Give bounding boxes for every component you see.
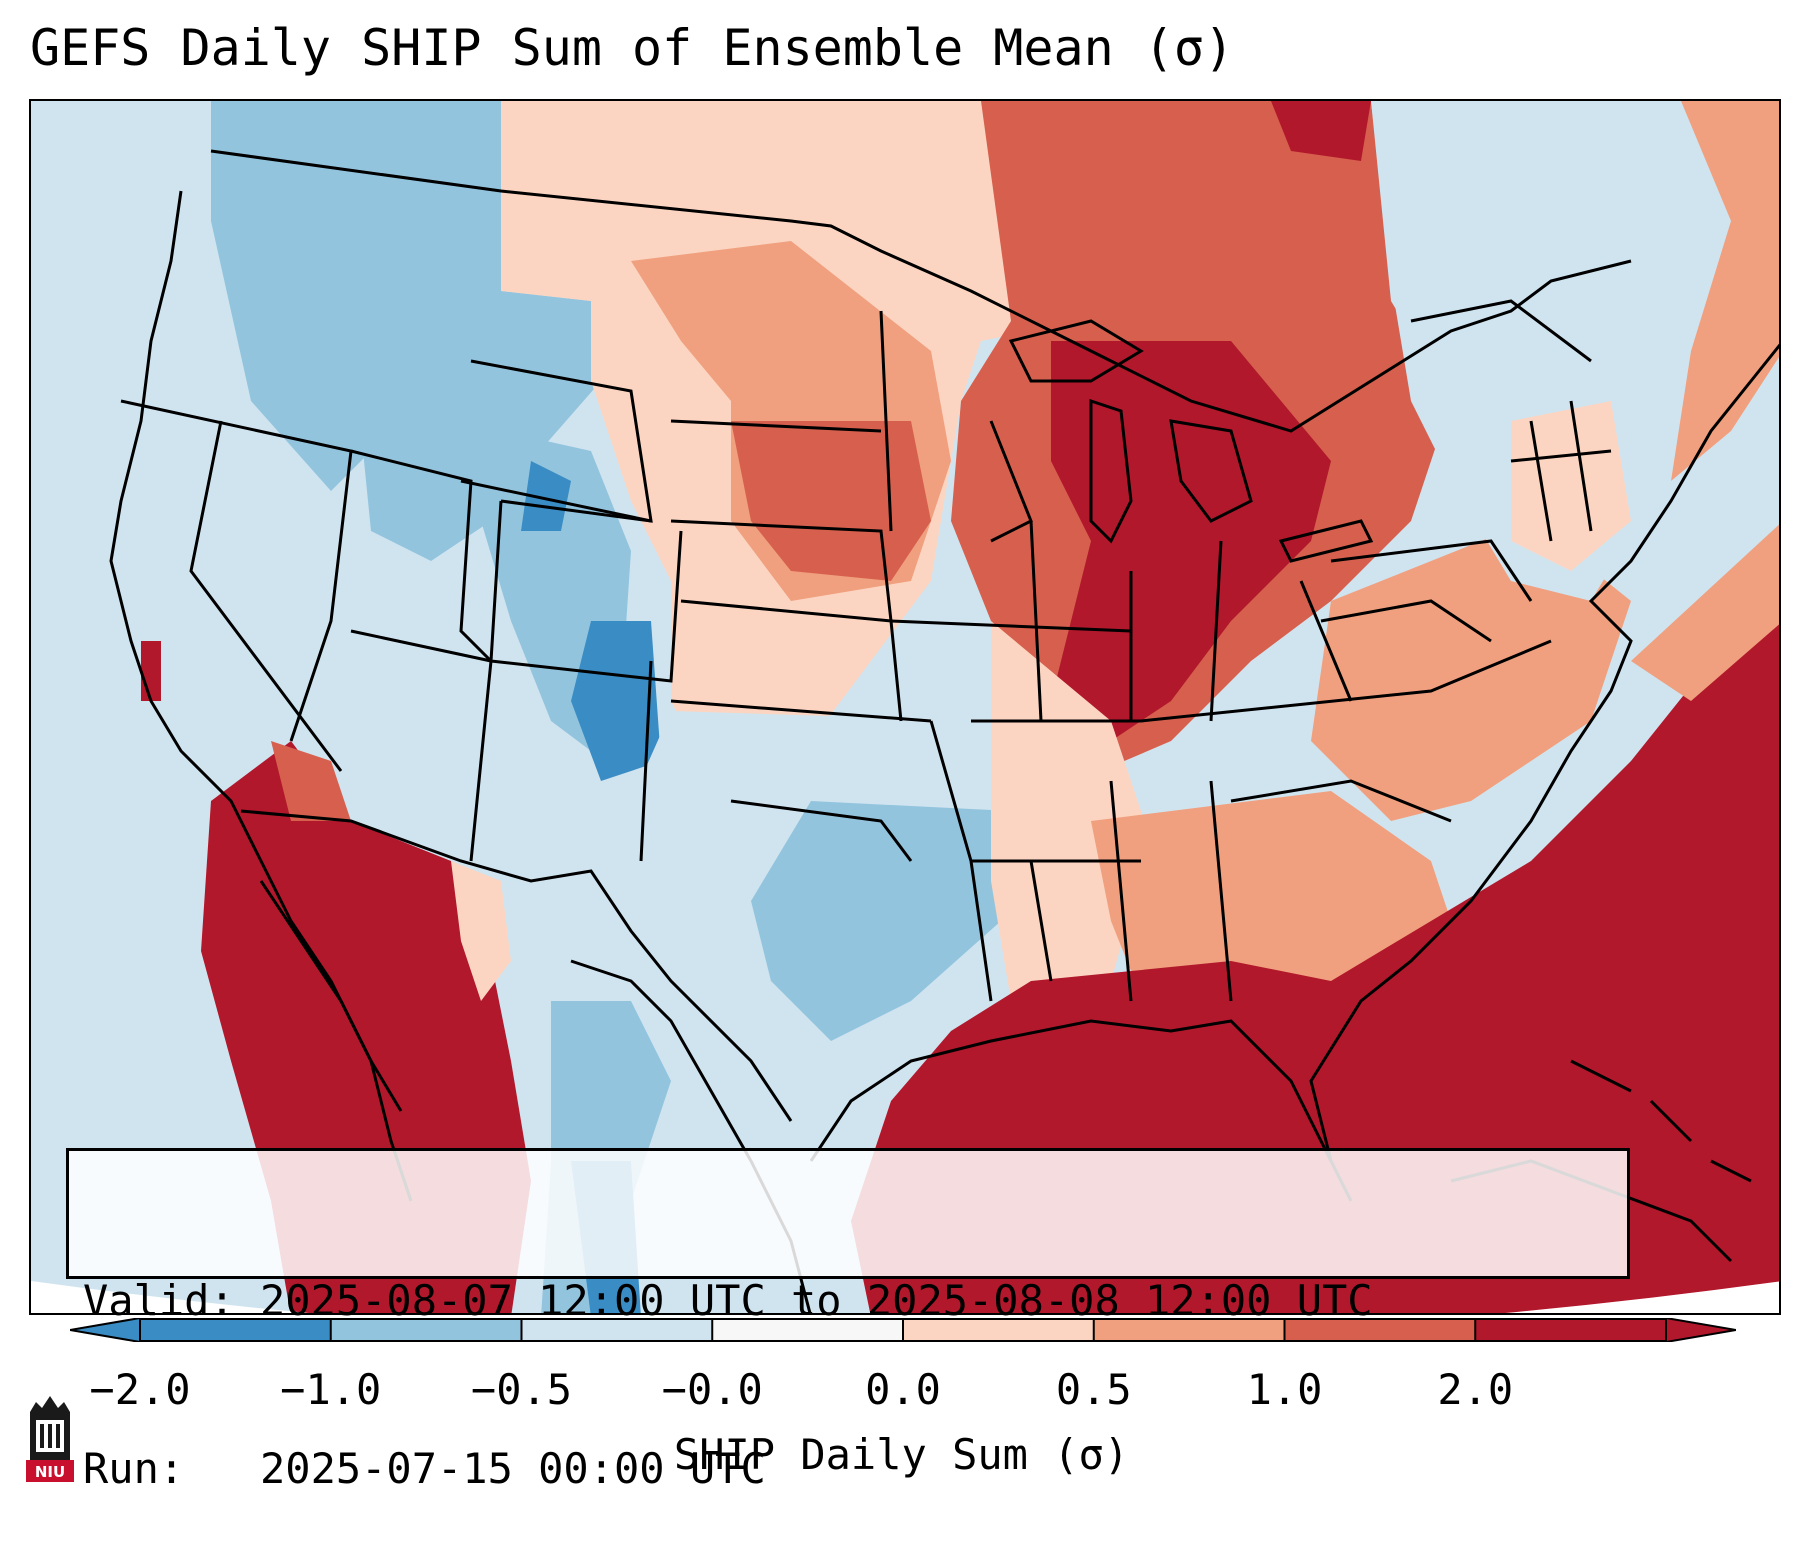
field-gulf-atlantic-darkred xyxy=(851,604,1779,1313)
colorbar-tick-label: 1.0 xyxy=(1246,1365,1323,1414)
run-time-text: Run: 2025-07-15 00:00 UTC xyxy=(83,1444,766,1493)
colorbar-segment xyxy=(330,1318,522,1342)
field-bayarea-darkred xyxy=(141,641,161,701)
niu-logo-text: NIU xyxy=(35,1463,65,1481)
field-wy-darkblue xyxy=(521,461,571,531)
baja-coast xyxy=(259,880,403,1112)
lake-erie xyxy=(1278,519,1374,563)
field-idaho-blue xyxy=(361,281,601,561)
colorbar-tick-label: −1.0 xyxy=(280,1365,382,1414)
colorbar-segment xyxy=(1284,1318,1476,1342)
colorbar-extend-low xyxy=(70,1318,141,1342)
us-mexico-border xyxy=(240,809,793,1122)
colorbar-segment xyxy=(903,1318,1094,1342)
colorbar-canvas xyxy=(70,1318,1736,1342)
state-boundaries xyxy=(120,299,1612,1002)
lake-michigan xyxy=(1089,398,1133,544)
colorbar-segment xyxy=(140,1318,331,1342)
field-pacnw-blue xyxy=(211,101,501,491)
map-panel xyxy=(29,99,1781,1315)
field-texas-blue xyxy=(751,801,1011,1041)
niu-tower-icon: NIU xyxy=(26,1396,74,1482)
field-newengland-light xyxy=(1511,401,1631,571)
lake-huron xyxy=(1169,419,1253,523)
field-colorado-darkblue xyxy=(571,621,661,781)
colorbar-extend-high xyxy=(1665,1318,1736,1342)
colorbar-tick-label: 0.5 xyxy=(1055,1365,1132,1414)
field-ontario-red xyxy=(1161,211,1371,361)
field-maritimes-mid xyxy=(1671,101,1779,481)
bahamas-outline xyxy=(1570,1059,1752,1183)
lake-superior xyxy=(1008,319,1144,383)
colorbar-tick-label: −2.0 xyxy=(89,1365,191,1414)
niu-logo: NIU xyxy=(22,1394,78,1486)
colorbar-segment xyxy=(1093,1318,1285,1342)
map-title: GEFS Daily SHIP Sum of Ensemble Mean (σ) xyxy=(30,19,1235,77)
colorbar-segment xyxy=(712,1318,903,1342)
colorbar-segment xyxy=(1475,1318,1666,1342)
colorbar-tick-label: −0.5 xyxy=(470,1365,573,1414)
field-hudson-darkred xyxy=(1271,101,1371,161)
map-canvas xyxy=(31,101,1779,1313)
valid-run-info-box: Valid: 2025-08-07 12:00 UTC to 2025-08-0… xyxy=(66,1148,1630,1493)
field-sonora-light xyxy=(451,861,511,1001)
field-socal-red xyxy=(271,741,351,821)
colorbar xyxy=(70,1318,1736,1342)
colorbar-tick-label: 0.0 xyxy=(865,1365,941,1414)
field-northeast-lightblue xyxy=(1371,101,1779,601)
field-greatlakes-darkred xyxy=(1051,341,1331,741)
field-appalachian-mid xyxy=(1311,521,1631,821)
colorbar-tick-label: −0.0 xyxy=(661,1365,763,1414)
colorbar-tick-label: 2.0 xyxy=(1437,1365,1514,1414)
field-atlantic-mid xyxy=(1631,524,1779,701)
colorbar-label: SHIP Daily Sum (σ) xyxy=(673,1430,1130,1479)
projection-edge xyxy=(31,1281,1779,1313)
us-canada-border xyxy=(210,149,1632,433)
valid-time-text: Valid: 2025-08-07 12:00 UTC to 2025-08-0… xyxy=(83,1276,1373,1325)
colorbar-segment xyxy=(521,1318,713,1342)
